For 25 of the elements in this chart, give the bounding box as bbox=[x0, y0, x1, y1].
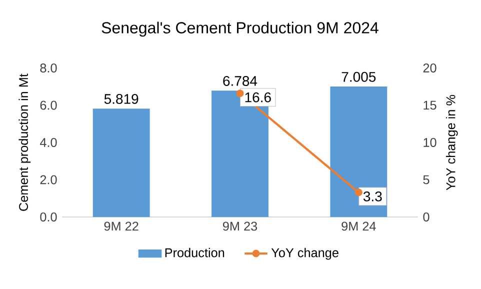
data-label: 6.784 bbox=[223, 76, 258, 86]
y2-tick-label: 10 bbox=[424, 138, 436, 147]
data-label: 7.005 bbox=[342, 72, 376, 82]
y2-tick-label: 20 bbox=[423, 64, 436, 72]
y2-tick-label: 5 bbox=[423, 175, 430, 184]
x-tick-label: 9M 24 bbox=[342, 222, 376, 231]
y2-tick-label: 15 bbox=[424, 100, 436, 110]
x-tick-label: 9M 23 bbox=[222, 222, 258, 231]
data-label: 5.819 bbox=[104, 94, 138, 104]
data-label: 3.3 bbox=[363, 191, 382, 202]
y-tick-label: 6.0 bbox=[40, 100, 57, 110]
y-axis-title: Cement production in Mt bbox=[18, 74, 31, 211]
y2-tick-label: 0 bbox=[423, 212, 430, 222]
y-tick-label: 0.0 bbox=[40, 212, 57, 222]
y-tick-label: 8.0 bbox=[40, 64, 57, 72]
data-label: 16.6 bbox=[245, 92, 271, 102]
y2-axis-title: YoY change in % bbox=[446, 94, 458, 190]
y-tick-label: 4.0 bbox=[40, 138, 57, 147]
x-tick-label: 9M 22 bbox=[104, 222, 138, 231]
legend-label: YoY change bbox=[271, 248, 338, 260]
y-tick-label: 2.0 bbox=[40, 175, 57, 184]
bar bbox=[330, 86, 388, 217]
bar bbox=[92, 108, 150, 217]
legend-label: Production bbox=[165, 248, 224, 258]
chart-title: Senegal's Cement Production 9M 2024 bbox=[102, 22, 378, 37]
